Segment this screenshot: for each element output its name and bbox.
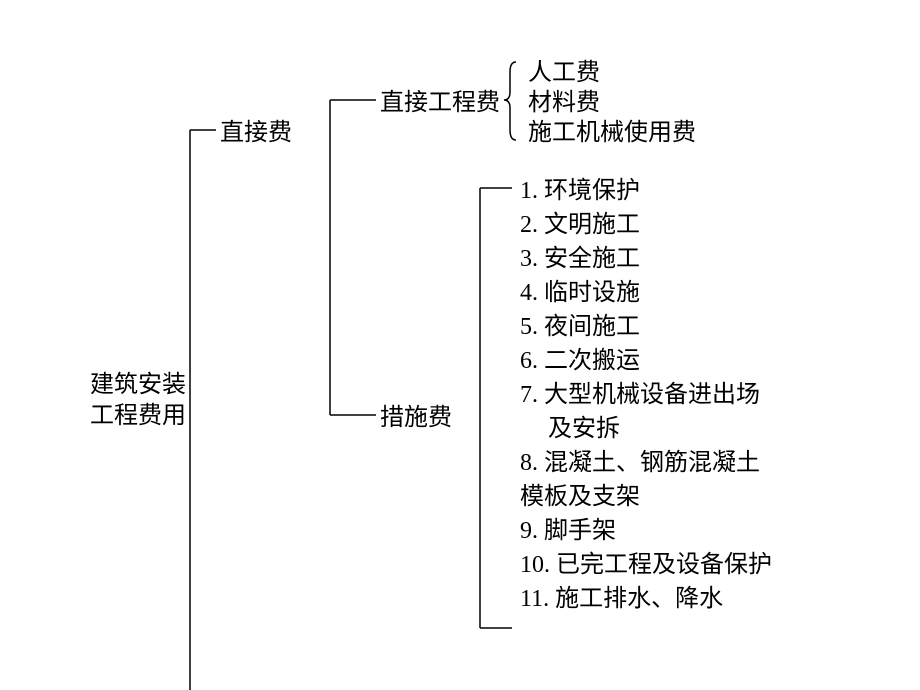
root-node: 建筑安装 工程费用 xyxy=(90,370,200,432)
node-direct-project-fee: 直接工程费 xyxy=(380,88,500,119)
measure-item-2: 2. 文明施工 xyxy=(520,210,640,241)
measure-item-5: 5. 夜间施工 xyxy=(520,312,640,343)
measure-item-3: 3. 安全施工 xyxy=(520,244,640,275)
dpf-item-2: 材料费 xyxy=(528,88,600,119)
measure-item-6: 6. 二次搬运 xyxy=(520,346,640,377)
measure-item-1: 1. 环境保护 xyxy=(520,176,640,207)
measure-item-11: 11. 施工排水、降水 xyxy=(520,584,723,615)
measure-item-7b: 及安拆 xyxy=(548,414,620,445)
measure-item-10: 10. 已完工程及设备保护 xyxy=(520,550,772,581)
measure-item-7a: 7. 大型机械设备进出场 xyxy=(520,380,760,411)
node-direct-fee: 直接费 xyxy=(220,118,292,149)
node-measure-fee: 措施费 xyxy=(380,403,452,434)
measure-item-8a: 8. 混凝土、钢筋混凝土 xyxy=(520,448,760,479)
root-line1: 建筑安装 xyxy=(90,372,186,398)
measure-item-9: 9. 脚手架 xyxy=(520,516,616,547)
dpf-item-1: 人工费 xyxy=(528,58,600,89)
root-line2: 工程费用 xyxy=(90,403,186,429)
measure-item-8b: 模板及支架 xyxy=(520,482,640,513)
measure-item-4: 4. 临时设施 xyxy=(520,278,640,309)
dpf-item-3: 施工机械使用费 xyxy=(528,118,696,149)
